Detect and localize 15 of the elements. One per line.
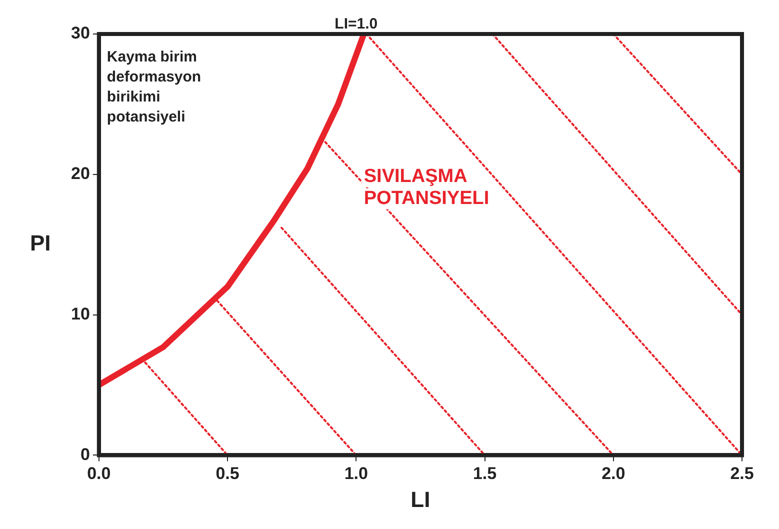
y-axis-title: PI xyxy=(30,230,51,256)
y-tick-label: 10 xyxy=(70,304,90,324)
x-tick-label: 1.0 xyxy=(344,464,368,484)
y-tick-label: 0 xyxy=(80,444,90,464)
x-tick-label: 1.5 xyxy=(472,464,497,484)
x-tick-label: 0.5 xyxy=(216,464,240,484)
annotation: LI=1.0 xyxy=(334,16,378,33)
annotation: Kayma birim deformasyon birikimi potansiyeli xyxy=(106,48,202,126)
y-tick-label: 30 xyxy=(70,24,90,43)
x-axis-title: LI xyxy=(410,486,430,512)
x-tick-label: 2.0 xyxy=(602,464,626,484)
annotation: SIVILAŞMA POTANSIYELI xyxy=(364,166,490,210)
x-tick-label: 0.0 xyxy=(87,464,111,484)
y-tick-label: 20 xyxy=(70,164,90,184)
x-tick-label: 2.5 xyxy=(730,464,754,484)
